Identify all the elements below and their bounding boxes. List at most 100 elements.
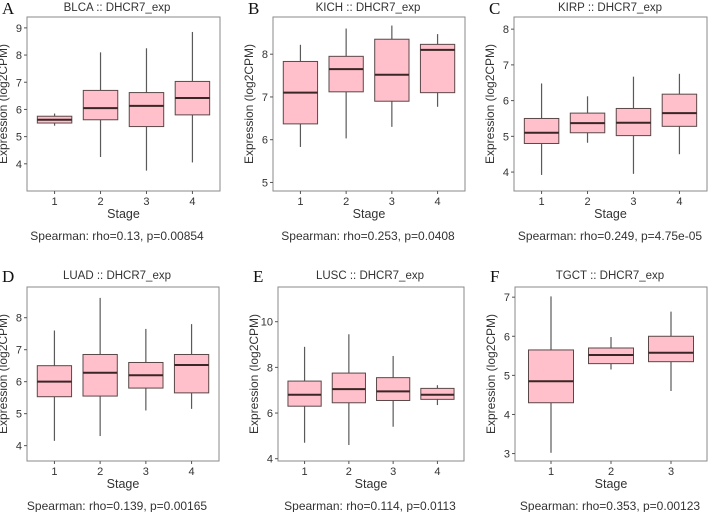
spearman-stat: Spearman: rho=0.13, p=0.00854	[30, 229, 204, 243]
spearman-stat: Spearman: rho=0.114, p=0.0113	[284, 499, 456, 512]
y-tick-label: 5	[503, 131, 509, 143]
x-tick-label: 4	[189, 466, 195, 478]
box-stage-2	[328, 55, 364, 93]
y-tick-label: 8	[16, 313, 22, 325]
panel-letter: A	[2, 0, 15, 18]
y-tick-label: 7	[503, 60, 509, 72]
y-tick-label: 6	[503, 96, 509, 108]
spearman-stat: Spearman: rho=0.353, p=0.00123	[520, 499, 700, 512]
y-tick-label: 4	[267, 454, 273, 466]
x-tick-label: 1	[548, 466, 554, 478]
y-tick-label: 9	[16, 23, 22, 35]
panel-letter: E	[253, 267, 263, 286]
box-stage-1	[528, 349, 574, 404]
x-tick-label: 1	[51, 466, 57, 478]
y-tick-label: 3	[504, 449, 510, 461]
y-tick-label: 8	[262, 49, 268, 61]
y-axis-label: Expression (log2CPM)	[247, 314, 261, 434]
x-axis-label: Stage	[594, 207, 627, 221]
panel-letter: B	[248, 0, 259, 18]
x-tick-label: 3	[143, 466, 149, 478]
x-tick-label: 3	[143, 196, 149, 208]
y-axis-label: Expression (log2CPM)	[242, 44, 256, 164]
x-tick-label: 2	[97, 466, 103, 478]
x-tick-label: 2	[97, 196, 103, 208]
box-stage-4	[173, 353, 210, 394]
y-tick-label: 6	[267, 408, 273, 420]
y-tick-label: 7	[504, 292, 510, 304]
box-stage-2	[82, 353, 118, 397]
panel-letter: F	[490, 267, 499, 286]
panel-title: KICH :: DHCR7_exp	[316, 2, 421, 14]
x-tick-label: 3	[630, 196, 636, 208]
y-axis-label: Expression (log2CPM)	[0, 314, 10, 434]
box-stage-2	[331, 372, 366, 404]
box-stage-3	[648, 335, 694, 363]
x-tick-label: 1	[539, 196, 545, 208]
y-tick-label: 5	[16, 132, 22, 144]
x-tick-label: 2	[346, 466, 352, 478]
x-tick-label: 3	[389, 196, 395, 208]
y-tick-label: 5	[16, 409, 22, 421]
x-tick-label: 4	[434, 466, 440, 478]
y-tick-label: 6	[262, 135, 268, 147]
y-tick-label: 8	[503, 24, 509, 36]
spearman-stat: Spearman: rho=0.139, p=0.00165	[27, 499, 207, 512]
x-axis-label: Stage	[353, 207, 386, 221]
y-tick-label: 7	[262, 92, 268, 104]
spearman-stat: Spearman: rho=0.249, p=4.75e-05	[518, 229, 702, 243]
panel-letter: C	[489, 0, 500, 18]
panel-title: LUAD :: DHCR7_exp	[63, 270, 171, 282]
x-tick-label: 1	[297, 196, 303, 208]
x-tick-label: 3	[390, 466, 396, 478]
box-stage-3	[376, 377, 411, 401]
y-axis-label: Expression (log2CPM)	[483, 44, 497, 164]
y-axis-label: Expression (log2CPM)	[0, 44, 10, 164]
y-tick-label: 6	[16, 104, 22, 116]
y-tick-label: 7	[16, 345, 22, 357]
y-tick-label: 4	[503, 167, 509, 179]
x-axis-label: Stage	[107, 477, 140, 491]
x-tick-label: 2	[608, 466, 614, 478]
x-tick-label: 4	[189, 196, 195, 208]
x-axis-label: Stage	[355, 477, 388, 491]
panel-letter: D	[2, 267, 14, 286]
y-tick-label: 4	[504, 409, 510, 421]
box-stage-2	[82, 89, 119, 121]
panel-title: KIRP :: DHCR7_exp	[558, 2, 662, 14]
y-axis-label: Expression (log2CPM)	[484, 314, 498, 434]
y-tick-label: 8	[16, 50, 22, 62]
box-stage-1	[287, 380, 322, 407]
box-stage-3	[374, 38, 410, 102]
y-tick-label: 5	[504, 370, 510, 382]
box-stage-4	[661, 93, 698, 127]
box-stage-3	[128, 92, 165, 128]
y-tick-label: 4	[16, 441, 22, 453]
x-tick-label: 3	[668, 466, 674, 478]
box-stage-1	[523, 117, 560, 144]
x-tick-label: 4	[676, 196, 682, 208]
x-axis-label: Stage	[107, 207, 140, 221]
panel-title: LUSC :: DHCR7_exp	[316, 270, 424, 282]
x-tick-label: 4	[435, 196, 441, 208]
y-tick-label: 6	[504, 331, 510, 343]
panel-title: BLCA :: DHCR7_exp	[64, 2, 171, 14]
y-tick-label: 4	[16, 159, 22, 171]
x-tick-label: 1	[52, 196, 58, 208]
plot-frame	[277, 286, 465, 462]
y-tick-label: 7	[16, 77, 22, 89]
x-axis-label: Stage	[595, 477, 628, 491]
x-tick-label: 2	[584, 196, 590, 208]
box-stage-4	[419, 43, 456, 94]
x-tick-label: 2	[343, 196, 349, 208]
y-tick-label: 6	[16, 377, 22, 389]
x-tick-label: 1	[302, 466, 308, 478]
